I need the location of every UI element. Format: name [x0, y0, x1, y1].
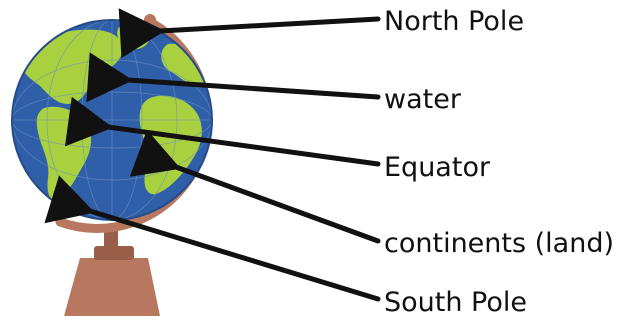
label-south-pole: South Pole — [384, 287, 527, 318]
globe-stand — [64, 226, 160, 316]
label-equator: Equator — [384, 152, 491, 183]
arc-top-cap — [144, 14, 156, 26]
continent-europe-asia — [161, 43, 212, 88]
arrow-south-pole — [44, 175, 381, 302]
label-north-pole: North Pole — [384, 6, 524, 37]
continent-north-america — [21, 29, 123, 104]
arrow-water — [86, 52, 381, 103]
stand-base — [64, 258, 160, 316]
globe — [11, 19, 213, 221]
arrow-north-pole — [118, 8, 381, 59]
arrow-continents — [129, 129, 381, 244]
label-continents: continents (land) — [384, 228, 614, 259]
pointer-arrows — [44, 8, 381, 302]
label-water: water — [384, 84, 462, 115]
